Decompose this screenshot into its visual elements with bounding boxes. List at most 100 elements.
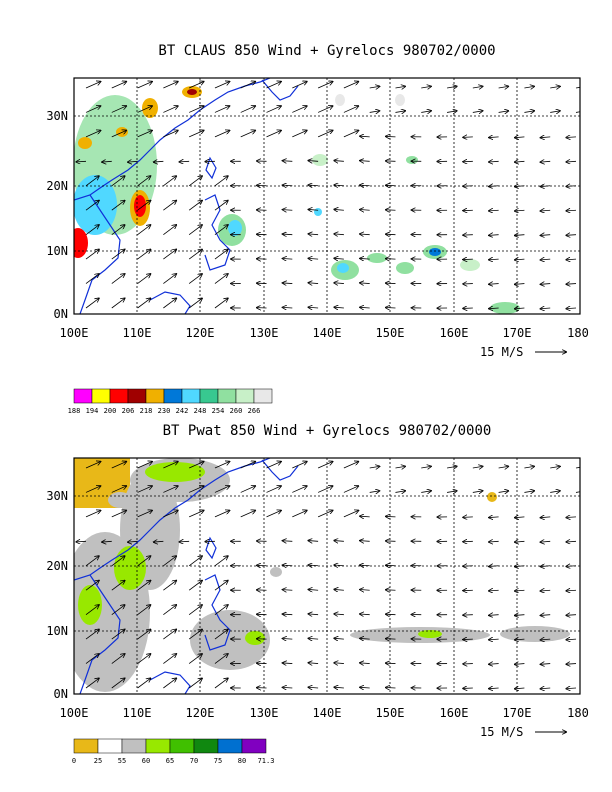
axis-tick-labels: 100E 110E 120E 130E 140E 150E 160E 170E … (46, 489, 589, 720)
pwat-shade-region (270, 567, 282, 577)
wind-vector (550, 466, 560, 468)
wind-vector (360, 541, 370, 542)
wind-vector (566, 186, 577, 187)
colorbar-label: 0 (72, 757, 76, 765)
wind-vector (188, 678, 202, 689)
wind-vector (111, 654, 125, 664)
wind-vector (524, 86, 534, 88)
wind-vector (541, 688, 551, 689)
wind-vector (214, 82, 229, 89)
wind-vector (334, 687, 344, 688)
colorbar-label: 25 (94, 757, 102, 765)
wind-vector (489, 161, 499, 162)
colorbar-label: 60 (142, 757, 150, 765)
wind-vector (515, 517, 525, 518)
wind-vector (188, 462, 203, 469)
wind-vector (498, 111, 509, 113)
colorbar-label: 242 (176, 407, 189, 415)
colorbar-swatch (163, 388, 183, 404)
wind-vector (137, 654, 151, 664)
colorbar-swatch (193, 738, 219, 754)
wind-vector (111, 250, 125, 260)
wind-vector (334, 565, 344, 566)
y-tick-label: 30N (46, 109, 68, 123)
y-tick-label: 20N (46, 179, 68, 193)
wind-vector (515, 615, 525, 616)
wind-vector (541, 235, 551, 236)
wind-vector (515, 308, 525, 309)
wind-vector (421, 86, 431, 88)
colorbar-label: 80 (238, 757, 246, 765)
wind-vector (541, 615, 551, 616)
wind-vector (334, 258, 344, 259)
wind-vector (489, 137, 499, 138)
wind-vector (515, 664, 525, 665)
wind-vector (283, 687, 293, 688)
wind-vector (515, 259, 525, 260)
wind-vector (240, 462, 255, 469)
cloud-shade-region (142, 98, 158, 118)
cloud-shade-region (312, 154, 328, 166)
wind-vector (163, 201, 176, 211)
wind-vector (489, 235, 499, 236)
wind-vector (214, 176, 228, 187)
wind-vector (163, 605, 176, 615)
cloud-shade-region (337, 263, 349, 273)
wind-vector (163, 250, 176, 260)
wind-vector (283, 663, 293, 664)
wind-vector (266, 510, 281, 518)
wind-vector (334, 307, 344, 308)
wind-vector (472, 86, 483, 88)
x-tick-label: 160E (440, 326, 469, 340)
wind-vector (360, 136, 370, 137)
coastline-indochina (79, 574, 121, 694)
colorbar-swatch (253, 388, 273, 404)
pwat-shade-region (245, 631, 265, 645)
wind-vector (85, 654, 99, 664)
wind-vector (214, 678, 228, 689)
wind-vector (566, 284, 577, 285)
wind-vector (472, 111, 483, 113)
wind-vector (188, 176, 202, 187)
colorbar-label: 218 (140, 407, 153, 415)
wind-vector (111, 605, 125, 615)
y-tick-label: 0N (54, 307, 68, 321)
grid-lines (74, 78, 580, 314)
coastline-asia (74, 458, 271, 581)
wind-vector (283, 638, 293, 639)
wind-vector (515, 688, 525, 689)
wind-vector (137, 605, 151, 615)
cloud-shade-region (335, 94, 345, 106)
wind-vector (188, 556, 202, 567)
wind-vector (421, 491, 431, 493)
wind-vector (515, 284, 525, 285)
wind-vector (283, 307, 293, 308)
wind-vector (541, 566, 551, 567)
wind-vector (188, 486, 203, 493)
wind-vector (395, 491, 405, 493)
wind-vector (240, 106, 255, 113)
wind-vector (266, 106, 281, 113)
wind-vector (128, 541, 138, 542)
panel-pwat: BT Pwat 850 Wind + Gyrelocs 980702/0000 (46, 423, 589, 765)
cloud-shade-region (429, 248, 441, 256)
wind-vector (85, 176, 99, 187)
wind-vector (188, 201, 202, 211)
wind-vector (515, 566, 525, 567)
wind-vector (566, 259, 577, 260)
colorbar-label: 75 (214, 757, 222, 765)
wind-vector (163, 274, 176, 284)
cloud-shade-region (78, 137, 92, 149)
wind-vector (309, 638, 319, 639)
wind-vector (292, 462, 306, 469)
colorbar-swatch (145, 388, 165, 404)
wind-vector (515, 541, 525, 542)
wind-vector (369, 86, 380, 88)
wind-vector (317, 510, 332, 518)
colorbar-label: 254 (212, 407, 225, 415)
wind-vector (541, 590, 551, 591)
wind-vectors (76, 462, 580, 689)
wind-vector (575, 491, 580, 493)
wind-vector (163, 678, 176, 689)
wind-vector (489, 259, 499, 260)
